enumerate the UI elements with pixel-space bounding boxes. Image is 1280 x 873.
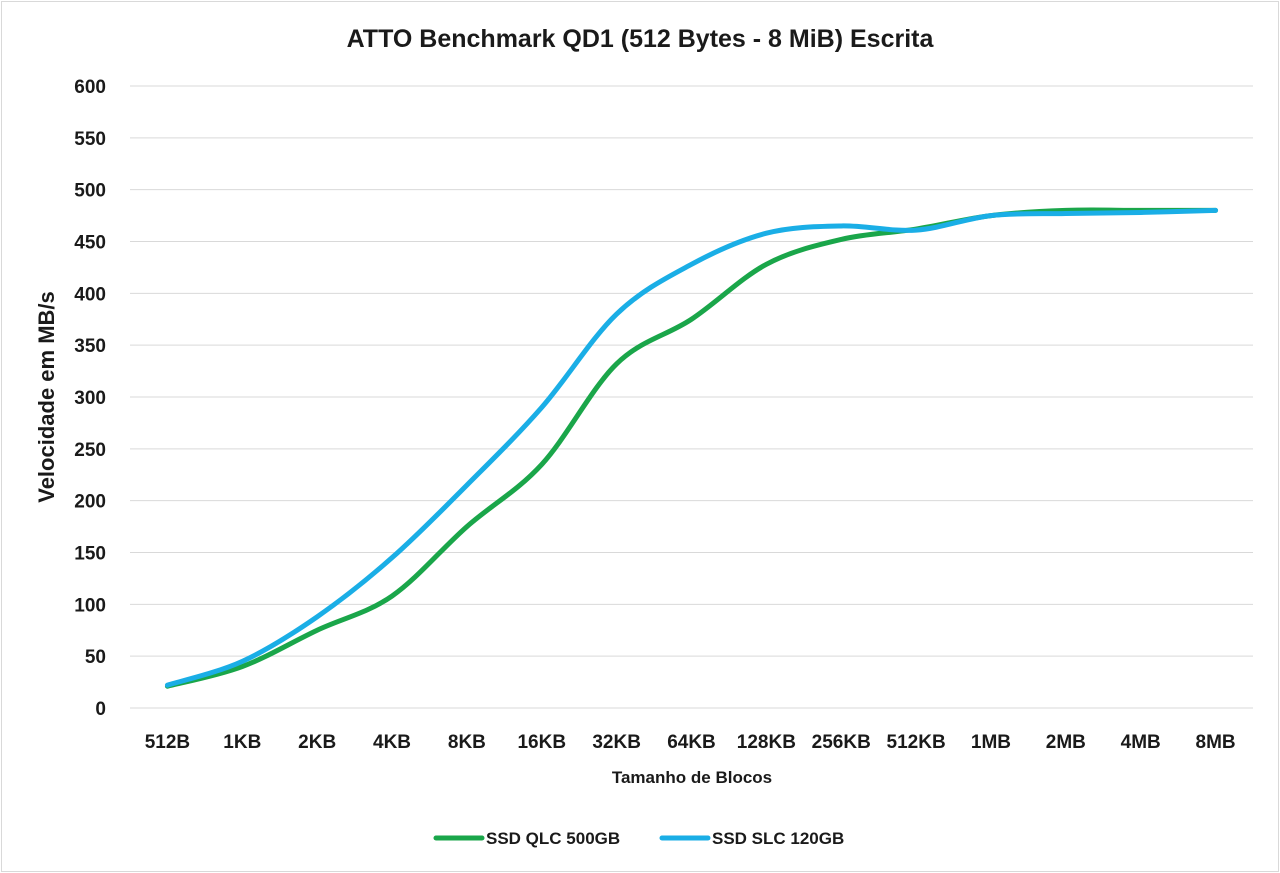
series-line-0 xyxy=(164,207,1219,689)
x-tick-label: 1KB xyxy=(223,732,261,753)
x-tick-label: 8MB xyxy=(1196,732,1236,753)
x-tick-label: 4MB xyxy=(1121,732,1161,753)
x-tick-label: 1MB xyxy=(971,732,1011,753)
x-tick-label: 2MB xyxy=(1046,732,1086,753)
x-tick-label: 2KB xyxy=(298,732,336,753)
y-tick-label: 50 xyxy=(85,647,106,668)
y-tick-label: 100 xyxy=(74,595,106,616)
y-tick-label: 300 xyxy=(74,388,106,409)
y-axis-label: Velocidade em MB/s xyxy=(34,291,59,503)
x-axis-ticks: 512B 1KB 2KB 4KB 8KB 16KB 32KB 64KB 128KB 256KB 51… xyxy=(145,732,1236,753)
series-line-1 xyxy=(164,207,1219,688)
x-tick-label: 4KB xyxy=(373,732,411,753)
x-tick-label: 8KB xyxy=(448,732,486,753)
grid-lines xyxy=(130,85,1253,709)
y-axis-ticks: 0 50 100 150 200 250 300 350 400 450 500 550 600 xyxy=(74,77,106,720)
x-tick-label: 32KB xyxy=(592,732,641,753)
x-tick-label: 64KB xyxy=(667,732,716,753)
legend-label: SSD SLC 120GB xyxy=(712,829,844,848)
y-tick-label: 350 xyxy=(74,336,106,357)
x-axis-label: Tamanho de Blocos xyxy=(612,768,772,787)
legend: SSD QLC 500GB SSD SLC 120GB xyxy=(433,829,844,848)
x-tick-label: 512B xyxy=(145,732,190,753)
y-tick-label: 150 xyxy=(74,544,106,565)
y-tick-label: 500 xyxy=(74,181,106,202)
series-lines xyxy=(164,207,1219,689)
y-tick-label: 600 xyxy=(74,77,106,98)
y-tick-label: 400 xyxy=(74,284,106,305)
legend-label: SSD QLC 500GB xyxy=(486,829,620,848)
x-tick-label: 256KB xyxy=(812,732,871,753)
x-tick-label: 512KB xyxy=(887,732,946,753)
y-tick-label: 450 xyxy=(74,233,106,254)
chart-title: ATTO Benchmark QD1 (512 Bytes - 8 MiB) E… xyxy=(347,25,935,53)
y-tick-label: 200 xyxy=(74,492,106,513)
y-tick-label: 550 xyxy=(74,129,106,150)
x-tick-label: 128KB xyxy=(737,732,796,753)
y-tick-label: 0 xyxy=(95,699,106,720)
y-tick-label: 250 xyxy=(74,440,106,461)
x-tick-label: 16KB xyxy=(517,732,566,753)
